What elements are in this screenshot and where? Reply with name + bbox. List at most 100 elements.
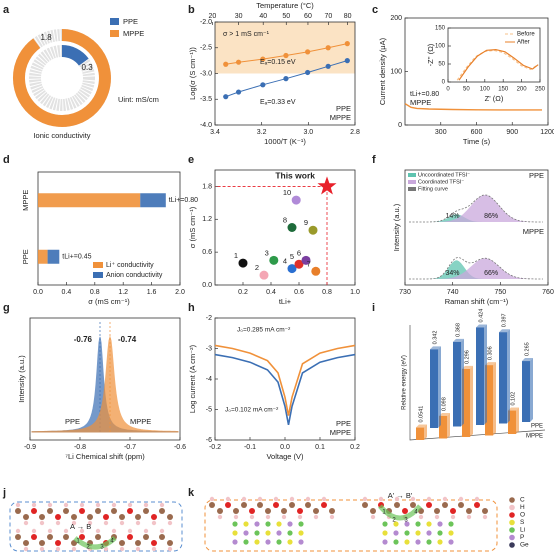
atom (151, 546, 157, 552)
atom (243, 530, 249, 536)
x-tick-label: 750 (494, 289, 506, 296)
atom (265, 508, 271, 514)
atom (254, 539, 260, 545)
bar (499, 332, 507, 424)
atom (370, 508, 376, 514)
bar (485, 365, 493, 436)
plot-frame (214, 169, 356, 286)
legend-label: Ge (520, 542, 529, 549)
atom (135, 546, 141, 552)
bar-3d-top (430, 346, 441, 350)
plot-frame (214, 317, 356, 441)
x-tick-label: 1.0 (350, 289, 360, 296)
atom (466, 508, 472, 514)
y-tick-label: -4 (206, 376, 212, 383)
atom (393, 521, 399, 527)
point-label: 1 (234, 251, 238, 260)
atom (209, 502, 215, 508)
panel-label: a (3, 4, 10, 16)
atom (103, 514, 109, 520)
x-tick-label: -0.2 (209, 444, 221, 451)
atom (362, 496, 368, 502)
legend-label: Fitting curve (418, 186, 448, 192)
atom (63, 528, 69, 534)
panel-label: f (372, 154, 376, 166)
bar-3d-side (461, 338, 464, 427)
bar (453, 341, 461, 427)
data-point (294, 259, 304, 269)
series-label: PPE (531, 424, 543, 430)
atom (217, 508, 223, 514)
legend-atom (509, 527, 515, 533)
atom (151, 514, 157, 520)
atom (119, 546, 125, 552)
atom (434, 508, 440, 514)
atom (31, 502, 37, 508)
atom (71, 546, 77, 552)
annotation: J₀=0.102 mA cm⁻² (225, 407, 279, 414)
legend-swatch (408, 173, 416, 177)
atom (437, 539, 443, 545)
bar (522, 361, 530, 422)
atom (23, 520, 29, 526)
hop-label: A' → B' (388, 491, 413, 500)
atom (437, 521, 443, 527)
x-tick-label: 600 (471, 129, 483, 136)
hop-arc (73, 536, 117, 550)
data-point (260, 82, 266, 88)
atom (39, 520, 45, 526)
atom (15, 528, 21, 534)
x2-tick-label: 70 (324, 13, 332, 20)
atom (143, 534, 149, 540)
atom (143, 508, 149, 514)
legend-label: S (520, 519, 525, 526)
atom (135, 520, 141, 526)
atom (55, 540, 61, 546)
atom (458, 496, 464, 502)
x-tick-label: 1.2 (118, 289, 128, 296)
peak (31, 335, 179, 433)
site-number: 1 (76, 539, 80, 545)
atom (415, 530, 421, 536)
atom (287, 521, 293, 527)
x-tick-label: 0.4 (62, 289, 72, 296)
ring-arc (61, 45, 89, 66)
legend-label: Li⁺ conductivity (106, 262, 154, 269)
annotation: Eₐ=0.33 eV (260, 99, 296, 106)
legend-label: H (520, 504, 525, 511)
atom (448, 521, 454, 527)
atom (297, 508, 303, 514)
legend-label: Anion conductivity (106, 272, 163, 279)
y-tick-label: -3.0 (200, 70, 212, 77)
data-point (223, 61, 229, 67)
x-axis-label: 1000/T (K⁻¹) (264, 137, 306, 146)
atom (225, 502, 231, 508)
legend-label: Coordinated TFSI⁻ (418, 179, 464, 185)
y-tick-label: 0.0 (202, 282, 212, 289)
point-label: 6 (297, 248, 301, 257)
data-line (404, 103, 542, 111)
peak-label: -0.76 (74, 335, 93, 344)
data-point (269, 255, 279, 265)
atom (167, 540, 173, 546)
atom (298, 521, 304, 527)
panel-label: g (3, 302, 10, 314)
panel-label: d (3, 154, 10, 166)
atom (265, 530, 271, 536)
atom (276, 521, 282, 527)
bar-3d-top (416, 424, 427, 428)
x2-tick-label: 20 (208, 13, 216, 20)
value-label: 1.8 (41, 33, 53, 42)
ring-arc (13, 29, 111, 127)
bar-3d-top (453, 338, 464, 342)
y-axis-label: Log current (A cm⁻²) (188, 344, 197, 413)
x-axis-label: Voltage (V) (266, 452, 304, 461)
data-point (325, 63, 331, 69)
bar-3d-side (424, 424, 427, 440)
data-point (283, 52, 289, 59)
atom (103, 520, 109, 526)
atom (31, 508, 37, 514)
atom (47, 502, 53, 508)
atom (329, 508, 335, 514)
data-point (235, 59, 242, 65)
